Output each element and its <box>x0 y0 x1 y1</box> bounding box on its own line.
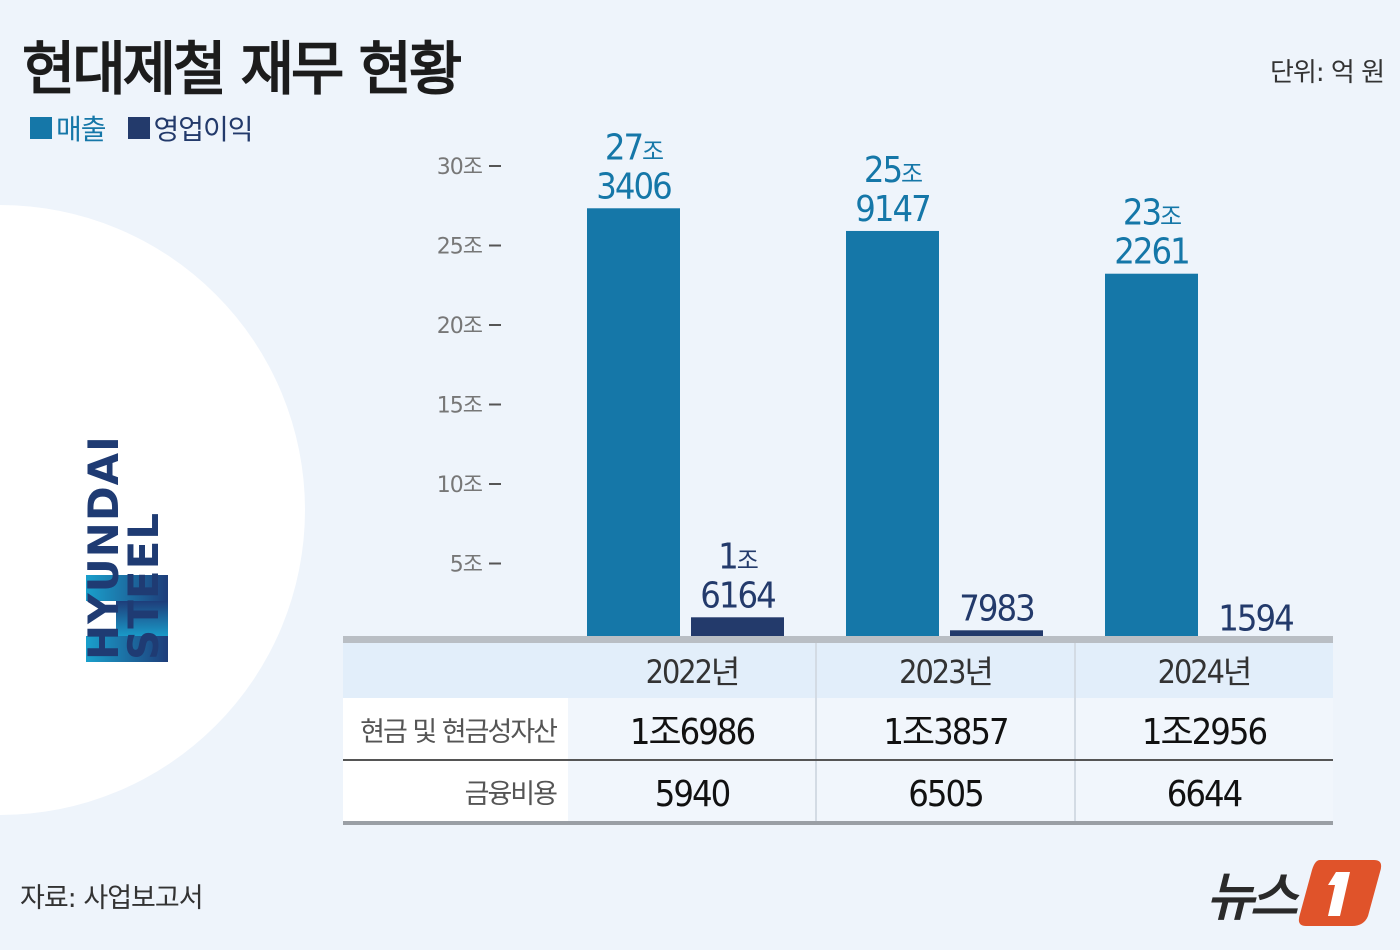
logo-line1: HYUNDAI <box>79 435 128 660</box>
legend-swatch <box>127 117 150 139</box>
y-tick-label: 10조 <box>437 473 483 498</box>
data-label: 3406 <box>596 166 671 207</box>
data-label: 2261 <box>1114 232 1188 273</box>
page-title: 현대제철 재무 현황 <box>22 35 462 103</box>
bar-sales <box>1105 273 1198 640</box>
bar-sales <box>587 208 680 640</box>
y-tick-label: 25조 <box>437 235 483 260</box>
table-bottom-border <box>343 821 1333 825</box>
data-label: 1594 <box>1218 598 1293 639</box>
chart-baseline <box>343 636 1333 643</box>
table-cell: 6505 <box>908 774 982 815</box>
table-cell: 5940 <box>655 774 730 815</box>
legend-label: 매출 <box>56 113 107 146</box>
y-tick-label: 15조 <box>437 394 483 419</box>
news1-logo-mark <box>1298 859 1382 926</box>
data-label: 9147 <box>855 189 929 230</box>
logo-line2: STEEL <box>119 511 168 660</box>
y-tick-label: 5조 <box>450 553 483 578</box>
unit-label: 단위: 억 원 <box>1270 58 1385 88</box>
table-cell: 1조6986 <box>630 712 755 753</box>
data-label: 25조 <box>864 150 922 191</box>
y-tick-label: 30조 <box>437 155 483 180</box>
news1-logo-text: 뉴스 <box>1206 868 1298 928</box>
table-column-header: 2023년 <box>899 653 992 691</box>
table-column-header: 2024년 <box>1158 653 1251 691</box>
table-header-row <box>343 643 1333 698</box>
data-label: 23조 <box>1123 193 1181 234</box>
news1-logo: 뉴스 <box>1206 855 1382 930</box>
y-tick-label: 20조 <box>437 314 483 339</box>
hyundai-steel-logo-text: HYUNDAI STEEL <box>79 435 168 660</box>
table-cell: 1조3857 <box>883 712 1007 753</box>
data-label: 1조 <box>718 536 758 577</box>
table-row-label: 금융비용 <box>465 779 558 810</box>
legend-item-operating-profit: 영업이익 <box>127 108 254 148</box>
legend-label: 영업이익 <box>153 113 254 146</box>
data-label: 7983 <box>959 588 1034 629</box>
bar-sales <box>846 230 939 640</box>
data-label: 27조 <box>605 127 663 168</box>
table-column-header: 2022년 <box>646 653 739 691</box>
table-cell: 6644 <box>1167 774 1242 815</box>
source-note: 자료: 사업보고서 <box>20 883 204 914</box>
hyundai-steel-logo-mark <box>86 575 168 662</box>
legend: 매출 영업이익 <box>30 108 254 148</box>
bar-operating-profit <box>950 630 1043 640</box>
bar-operating-profit <box>691 617 784 640</box>
table-row-label: 현금 및 현금성자산 <box>360 717 557 748</box>
legend-swatch <box>30 117 52 139</box>
data-label: 6164 <box>700 575 775 616</box>
legend-item-sales: 매출 <box>30 108 107 148</box>
table-cell: 1조2956 <box>1142 712 1267 753</box>
